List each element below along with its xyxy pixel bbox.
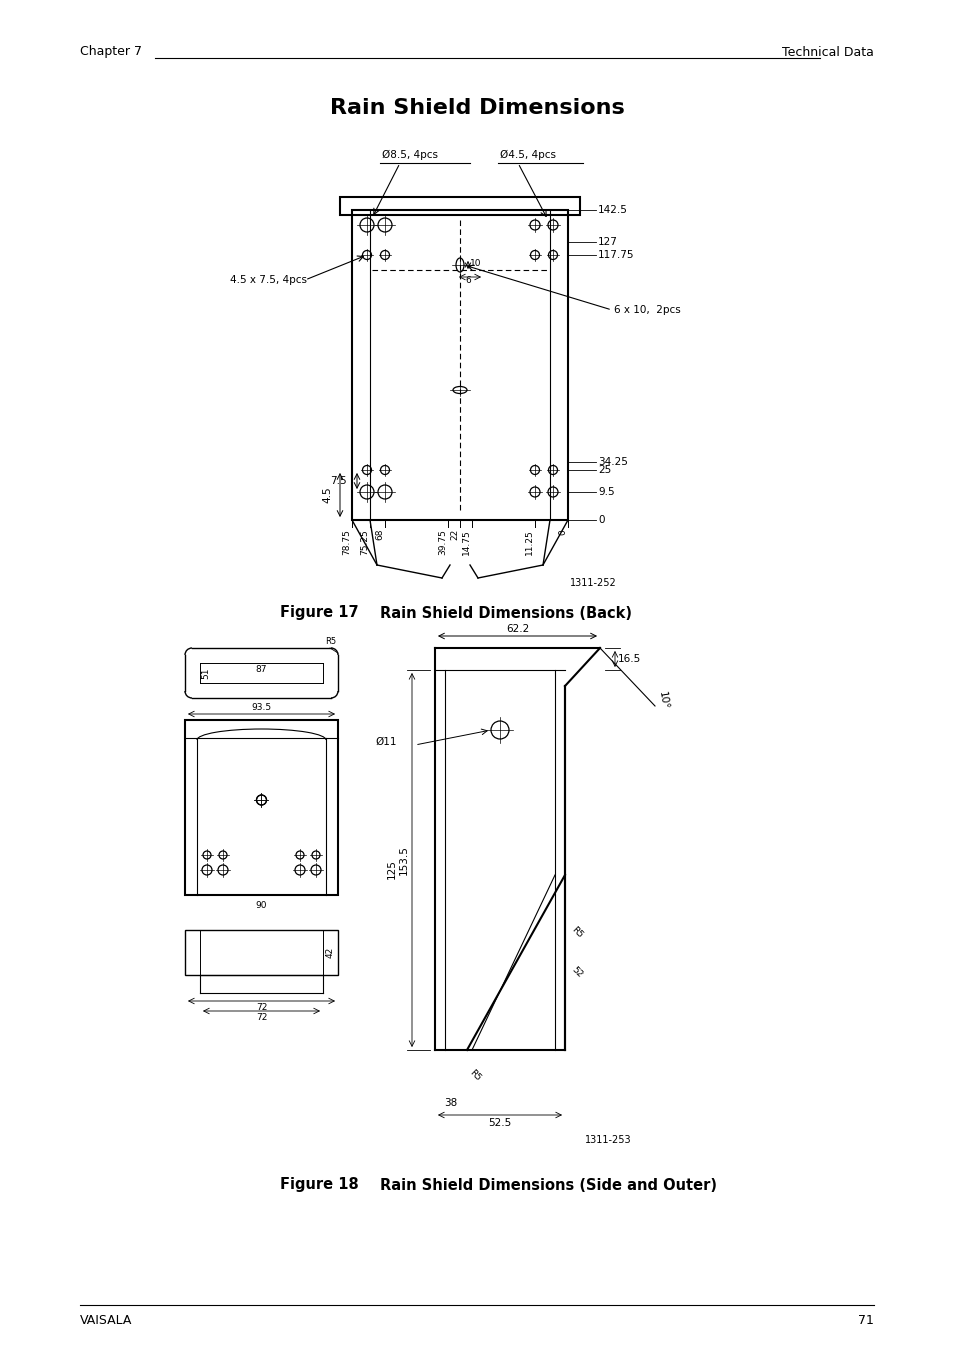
Text: 9.5: 9.5: [598, 487, 614, 497]
Text: 0: 0: [598, 514, 604, 525]
Text: 127: 127: [598, 238, 618, 247]
Text: 153.5: 153.5: [398, 845, 409, 875]
Text: 125: 125: [387, 859, 396, 879]
Text: 1311-252: 1311-252: [569, 578, 616, 589]
Text: 42: 42: [326, 946, 335, 958]
Text: 72: 72: [255, 1012, 267, 1022]
Text: 78.75: 78.75: [341, 529, 351, 555]
Text: R5: R5: [569, 925, 584, 940]
Text: 0: 0: [558, 529, 566, 535]
Text: 14.75: 14.75: [461, 529, 471, 555]
Text: 93.5: 93.5: [252, 703, 272, 711]
Text: R5: R5: [325, 637, 335, 647]
Text: 10°: 10°: [657, 691, 669, 711]
Text: Rain Shield Dimensions (Side and Outer): Rain Shield Dimensions (Side and Outer): [379, 1177, 717, 1192]
Text: Ø11: Ø11: [375, 737, 396, 747]
Text: 87: 87: [255, 664, 267, 674]
Text: Figure 17: Figure 17: [280, 606, 358, 621]
Text: VAISALA: VAISALA: [80, 1314, 132, 1327]
Text: 68: 68: [375, 529, 384, 540]
Text: 38: 38: [444, 1098, 457, 1108]
Text: 51: 51: [201, 667, 211, 679]
Text: 71: 71: [858, 1314, 873, 1327]
Text: 11.25: 11.25: [524, 529, 534, 555]
Text: 52.5: 52.5: [488, 1118, 511, 1129]
Text: 117.75: 117.75: [598, 250, 634, 261]
Text: R5: R5: [467, 1068, 482, 1083]
Bar: [339, 197, 579, 215]
Bar: [352, 211, 567, 520]
Text: Technical Data: Technical Data: [781, 46, 873, 58]
Text: 72: 72: [255, 1003, 267, 1012]
Text: 25: 25: [598, 464, 611, 475]
Text: 10: 10: [470, 258, 481, 267]
Text: 16.5: 16.5: [618, 653, 640, 664]
Text: 4.5: 4.5: [322, 487, 332, 504]
Text: 142.5: 142.5: [598, 205, 627, 215]
Text: 75.25: 75.25: [359, 529, 369, 555]
Bar: [185, 930, 337, 975]
Text: Chapter 7: Chapter 7: [80, 46, 142, 58]
Text: 39.75: 39.75: [437, 529, 447, 555]
Text: 34.25: 34.25: [598, 458, 627, 467]
Text: 6 x 10,  2pcs: 6 x 10, 2pcs: [614, 305, 680, 315]
Text: 7.5: 7.5: [330, 477, 347, 486]
Text: Ø8.5, 4pcs: Ø8.5, 4pcs: [381, 150, 437, 161]
Text: Ø4.5, 4pcs: Ø4.5, 4pcs: [499, 150, 556, 161]
Text: 90: 90: [255, 900, 267, 910]
Text: 22: 22: [450, 529, 458, 540]
Text: 1311-253: 1311-253: [584, 1135, 631, 1145]
Text: 62.2: 62.2: [505, 624, 529, 634]
Text: Rain Shield Dimensions: Rain Shield Dimensions: [330, 99, 623, 117]
Text: Figure 18: Figure 18: [280, 1177, 358, 1192]
Text: 52: 52: [569, 965, 584, 980]
Text: Rain Shield Dimensions (Back): Rain Shield Dimensions (Back): [379, 606, 631, 621]
Text: 4.5 x 7.5, 4pcs: 4.5 x 7.5, 4pcs: [230, 275, 307, 285]
Bar: [185, 720, 337, 895]
Text: 6: 6: [464, 275, 470, 285]
